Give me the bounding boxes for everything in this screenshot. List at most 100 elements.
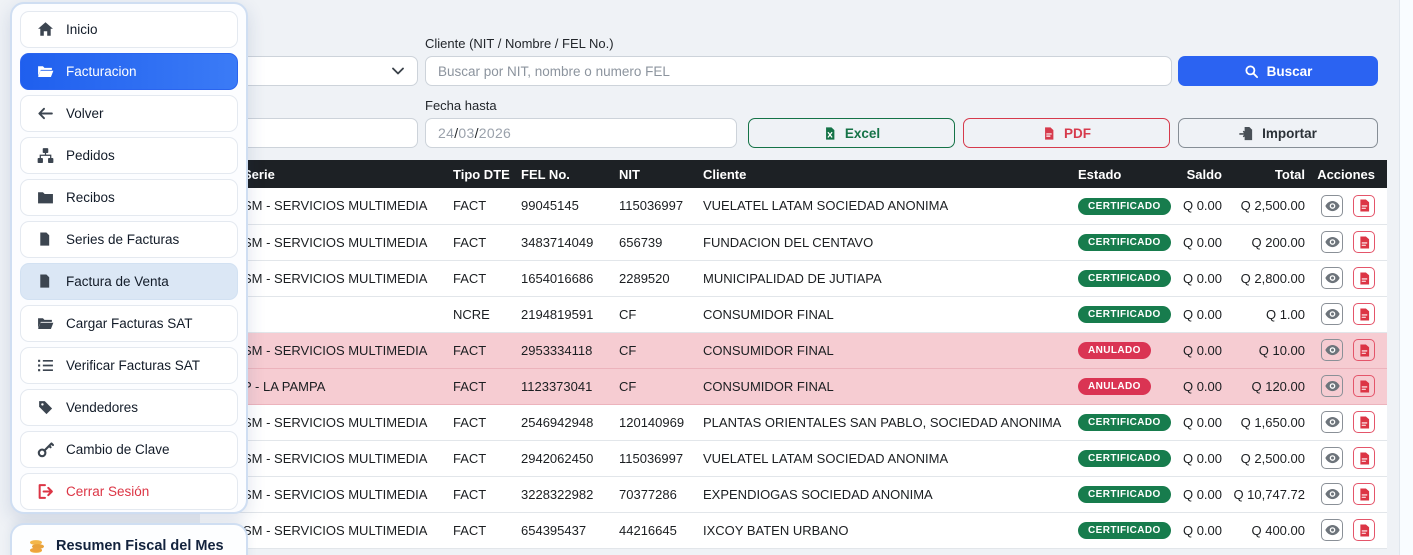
cell-total: Q 10.00 <box>1230 332 1313 368</box>
invoice-pdf-button[interactable] <box>1353 195 1375 217</box>
view-invoice-button[interactable] <box>1321 483 1343 505</box>
cell-total: Q 400.00 <box>1230 512 1313 548</box>
cell-saldo: Q 0.00 <box>1178 368 1230 404</box>
home-icon <box>37 21 54 38</box>
invoice-pdf-button[interactable] <box>1353 339 1375 361</box>
cell-nit: 115036997 <box>619 188 703 224</box>
sidebar-item-label: Inicio <box>66 22 98 37</box>
view-invoice-button[interactable] <box>1321 375 1343 397</box>
cell-total: Q 2,500.00 <box>1230 440 1313 476</box>
sidebar-menu: Inicio Facturacion Volver Pedidos Recibos Ser… <box>10 2 248 514</box>
cell-cliente: FUNDACION DEL CENTAVO <box>703 224 1078 260</box>
file-pdf-icon <box>1042 126 1056 141</box>
sidebar-item-facturacion[interactable]: Facturacion <box>20 53 238 90</box>
cell-nit: CF <box>619 296 703 332</box>
export-excel-button[interactable]: Excel <box>748 118 955 148</box>
file-import-icon <box>1239 126 1254 141</box>
cell-saldo: Q 0.00 <box>1178 404 1230 440</box>
invoice-pdf-button[interactable] <box>1353 303 1375 325</box>
eye-icon <box>1325 524 1340 536</box>
sidebar-item-cerrar-sesion[interactable]: Cerrar Sesión <box>20 473 238 510</box>
sidebar-item-volver[interactable]: Volver <box>20 95 238 132</box>
table-row[interactable]: SM - SERVICIOS MULTIMEDIA FACT 254694294… <box>200 404 1387 440</box>
eye-icon <box>1325 452 1340 464</box>
sidebar-item-label: Series de Facturas <box>66 232 179 247</box>
sidebar-item-vendedores[interactable]: Vendedores <box>20 389 238 426</box>
table-row[interactable]: SM - SERVICIOS MULTIMEDIA FACT 322832298… <box>200 476 1387 512</box>
invoice-pdf-button[interactable] <box>1353 411 1375 433</box>
table-header-row: SerieTipo DTEFEL No.NITClienteEstadoSald… <box>200 160 1387 188</box>
file-pdf-icon <box>1359 344 1370 357</box>
cell-fel-no: 2194819591 <box>521 296 619 332</box>
cell-tipo-dte: FACT <box>453 224 521 260</box>
fecha-hasta-input[interactable]: 24/03/2026 <box>425 118 737 148</box>
cliente-search-input[interactable]: Buscar por NIT, nombre o numero FEL <box>425 56 1172 86</box>
sidebar-item-series-de-facturas[interactable]: Series de Facturas <box>20 221 238 258</box>
sidebar-item-label: Cerrar Sesión <box>66 484 149 499</box>
table-row[interactable]: NCRE 2194819591 CF CONSUMIDOR FINAL CERT… <box>200 296 1387 332</box>
invoice-pdf-button[interactable] <box>1353 519 1375 541</box>
file-pdf-icon <box>1359 452 1370 465</box>
status-badge: ANULADO <box>1078 378 1151 395</box>
importar-button[interactable]: Importar <box>1178 118 1378 148</box>
cell-nit: 115036997 <box>619 440 703 476</box>
view-invoice-button[interactable] <box>1321 303 1343 325</box>
file-pdf-icon <box>1359 272 1370 285</box>
list-icon <box>37 357 54 374</box>
table-row[interactable]: SM - SERVICIOS MULTIMEDIA FACT 348371404… <box>200 224 1387 260</box>
export-pdf-button[interactable]: PDF <box>963 118 1170 148</box>
status-badge: CERTIFICADO <box>1078 270 1171 287</box>
table-row[interactable]: P - LA PAMPA FACT 1123373041 CF CONSUMID… <box>200 368 1387 404</box>
cell-tipo-dte: FACT <box>453 260 521 296</box>
sidebar-item-pedidos[interactable]: Pedidos <box>20 137 238 174</box>
file-pdf-icon <box>1359 199 1370 212</box>
eye-icon <box>1325 200 1340 212</box>
chevron-down-icon <box>392 67 404 75</box>
cell-nit: 44216645 <box>619 512 703 548</box>
file-pdf-icon <box>1359 416 1370 429</box>
pdf-button-label: PDF <box>1064 126 1091 141</box>
eye-icon <box>1325 344 1340 356</box>
sidebar-item-verificar-facturas-sat[interactable]: Verificar Facturas SAT <box>20 347 238 384</box>
view-invoice-button[interactable] <box>1321 411 1343 433</box>
invoice-pdf-button[interactable] <box>1353 447 1375 469</box>
sidebar-item-label: Verificar Facturas SAT <box>66 358 200 373</box>
table-row[interactable]: SM - SERVICIOS MULTIMEDIA FACT 99045145 … <box>200 188 1387 224</box>
sign-out-icon <box>37 483 54 500</box>
sidebar-item-cargar-facturas-sat[interactable]: Cargar Facturas SAT <box>20 305 238 342</box>
sidebar-item-factura-de-venta[interactable]: Factura de Venta <box>20 263 238 300</box>
invoice-pdf-button[interactable] <box>1353 231 1375 253</box>
file-icon <box>37 273 54 290</box>
sidebar-item-label: Facturacion <box>66 64 137 79</box>
table-body: SM - SERVICIOS MULTIMEDIA FACT 99045145 … <box>200 188 1387 548</box>
cell-cliente: CONSUMIDOR FINAL <box>703 332 1078 368</box>
cell-nit: 656739 <box>619 224 703 260</box>
sidebar-item-recibos[interactable]: Recibos <box>20 179 238 216</box>
eye-icon <box>1325 272 1340 284</box>
invoice-pdf-button[interactable] <box>1353 375 1375 397</box>
table-row[interactable]: SM - SERVICIOS MULTIMEDIA FACT 294206245… <box>200 440 1387 476</box>
buscar-button[interactable]: Buscar <box>1178 56 1378 86</box>
file-excel-icon <box>823 126 837 141</box>
view-invoice-button[interactable] <box>1321 339 1343 361</box>
view-invoice-button[interactable] <box>1321 231 1343 253</box>
cell-total: Q 1,650.00 <box>1230 404 1313 440</box>
view-invoice-button[interactable] <box>1321 447 1343 469</box>
column-header-nit: NIT <box>619 160 703 188</box>
cell-tipo-dte: FACT <box>453 188 521 224</box>
cell-cliente: VUELATEL LATAM SOCIEDAD ANONIMA <box>703 440 1078 476</box>
view-invoice-button[interactable] <box>1321 519 1343 541</box>
sidebar-item-cambio-de-clave[interactable]: Cambio de Clave <box>20 431 238 468</box>
view-invoice-button[interactable] <box>1321 195 1343 217</box>
status-badge: CERTIFICADO <box>1078 522 1171 539</box>
fiscal-summary-card[interactable]: Resumen Fiscal del Mes <box>10 523 248 555</box>
table-row[interactable]: SM - SERVICIOS MULTIMEDIA FACT 654395437… <box>200 512 1387 548</box>
status-badge: CERTIFICADO <box>1078 234 1171 251</box>
table-row[interactable]: SM - SERVICIOS MULTIMEDIA FACT 295333411… <box>200 332 1387 368</box>
invoice-pdf-button[interactable] <box>1353 483 1375 505</box>
invoice-pdf-button[interactable] <box>1353 267 1375 289</box>
cliente-search-placeholder: Buscar por NIT, nombre o numero FEL <box>438 64 670 79</box>
view-invoice-button[interactable] <box>1321 267 1343 289</box>
sidebar-item-inicio[interactable]: Inicio <box>20 11 238 48</box>
table-row[interactable]: SM - SERVICIOS MULTIMEDIA FACT 165401668… <box>200 260 1387 296</box>
